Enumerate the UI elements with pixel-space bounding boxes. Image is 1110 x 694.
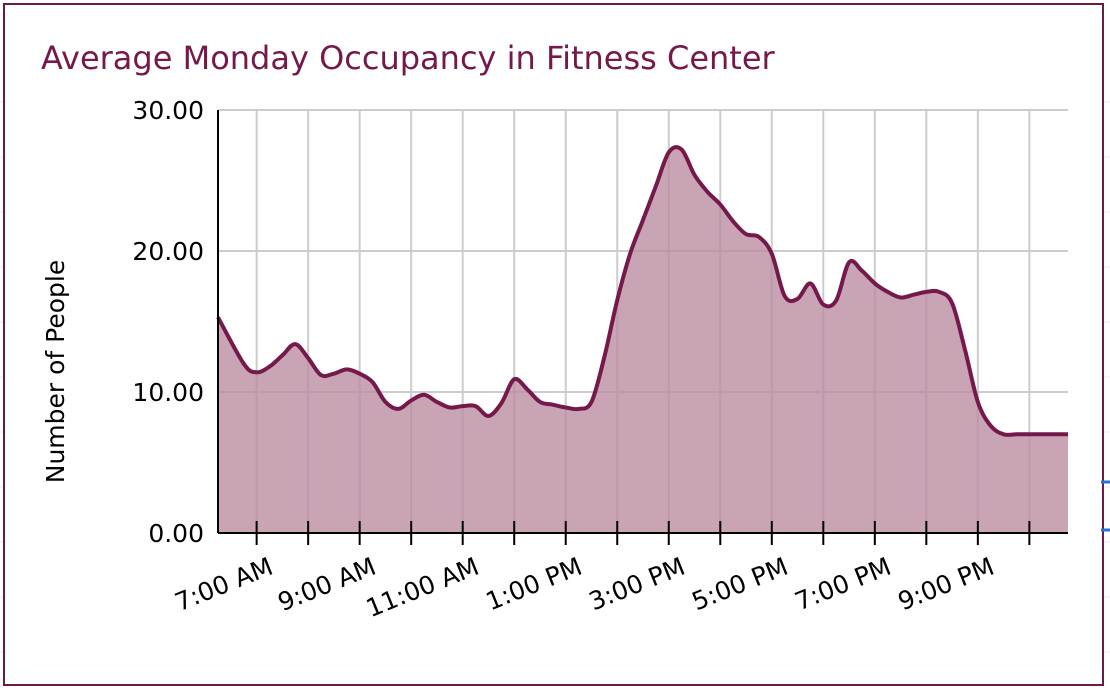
y-axis-label: Number of People — [41, 260, 70, 483]
y-tick-label: 10.00 — [132, 378, 204, 407]
occupancy-line — [216, 145, 1068, 437]
occupancy-area — [218, 147, 1068, 533]
y-tick-label: 30.00 — [132, 96, 204, 125]
chart-title: Average Monday Occupancy in Fitness Cent… — [41, 39, 775, 77]
y-tick-label: 20.00 — [132, 237, 204, 266]
y-tick-label: 0.00 — [148, 519, 204, 548]
